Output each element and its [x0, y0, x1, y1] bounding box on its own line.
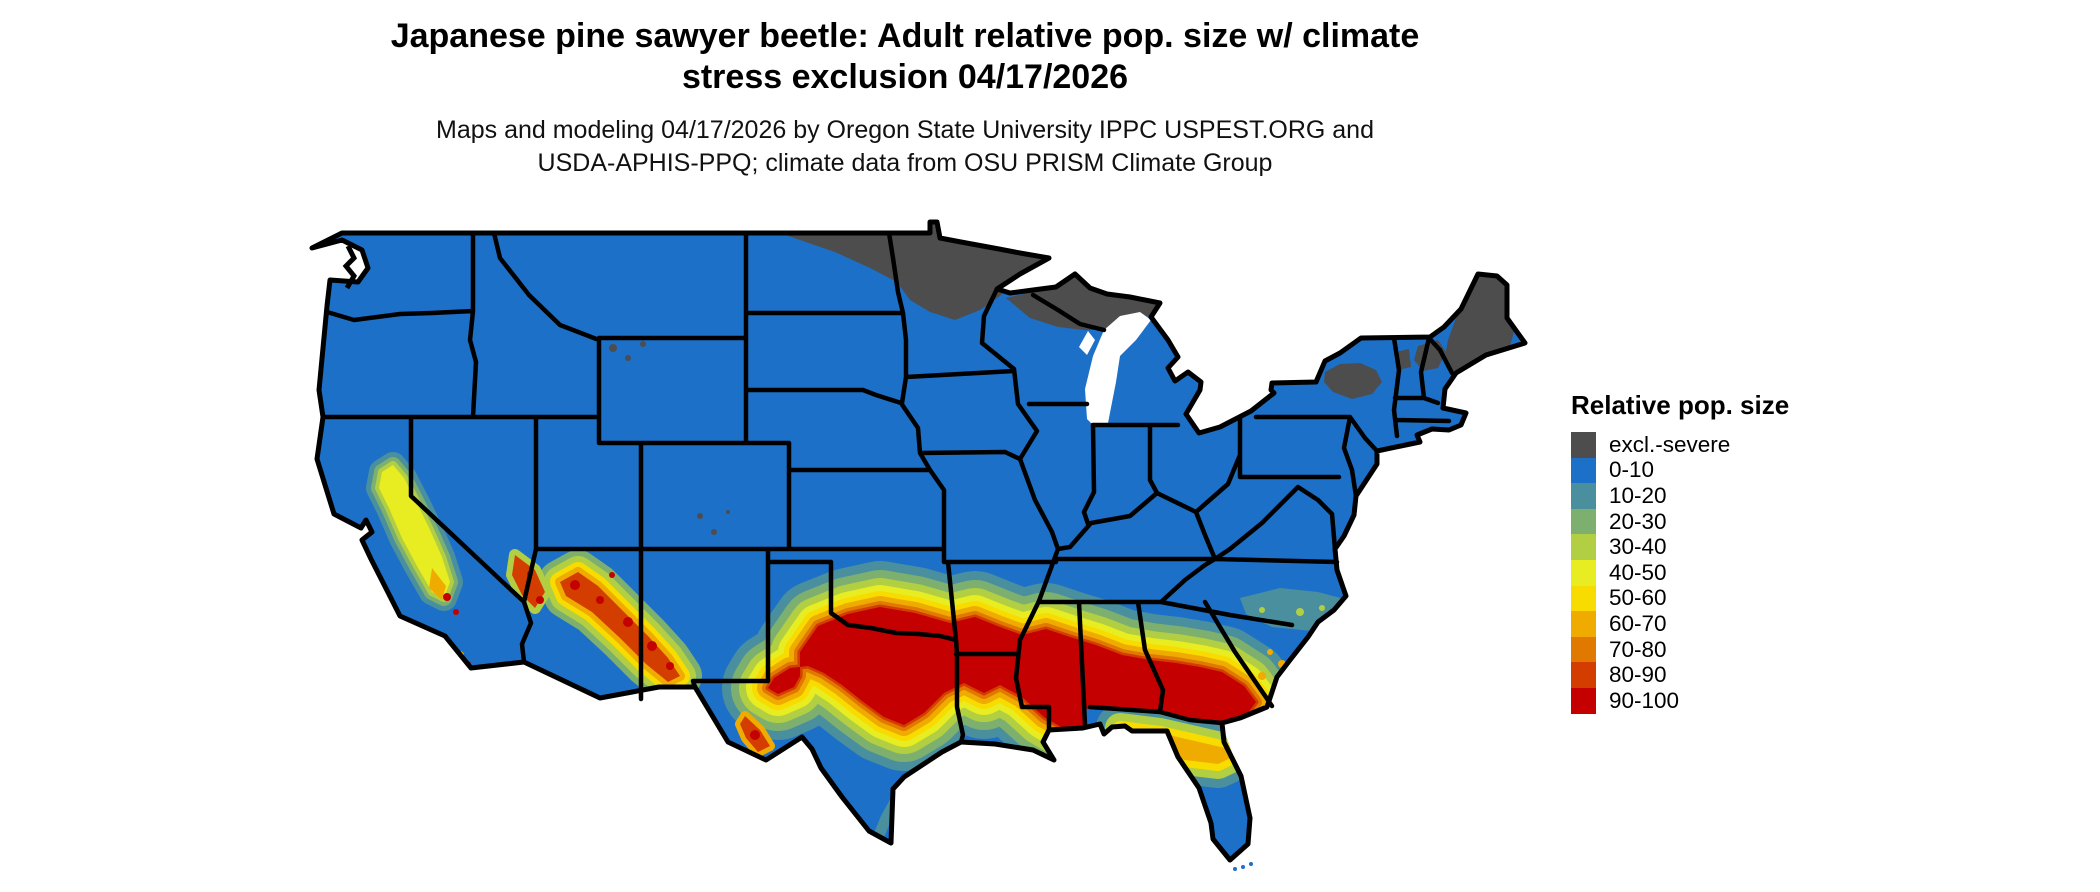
legend-swatch — [1571, 636, 1596, 663]
raster-region-0-10 — [1241, 865, 1245, 869]
legend-item: 10-20 — [1571, 483, 1789, 509]
legend-label: 30-40 — [1609, 534, 1667, 560]
legend-items: excl.-severe 0-10 10-20 20-30 30-40 40-50 50-6… — [1571, 432, 1789, 714]
raster-region-30-40 — [1296, 608, 1304, 616]
legend-item: 50-60 — [1571, 585, 1789, 612]
legend-swatch — [1571, 585, 1596, 612]
raster-region-excl.-severe — [609, 344, 617, 352]
raster-region-60-70 — [1258, 672, 1266, 680]
raster-region-excl.-severe — [726, 510, 730, 514]
page-title: Japanese pine sawyer beetle: Adult relat… — [255, 16, 1555, 98]
legend-label: 40-50 — [1609, 559, 1667, 585]
legend-label: 70-80 — [1609, 636, 1667, 662]
raster-region-90-100 — [666, 662, 674, 670]
raster-region-90-100 — [609, 572, 615, 578]
legend-label: 20-30 — [1609, 508, 1667, 534]
raster-region-0-10 — [1249, 862, 1253, 866]
legend-swatch — [1571, 432, 1596, 458]
title-block: Japanese pine sawyer beetle: Adult relat… — [255, 16, 1555, 180]
subtitle-line-2: USDA-APHIS-PPQ; climate data from OSU PR… — [537, 149, 1273, 177]
raster-region-80-90 — [560, 572, 680, 682]
raster-region-excl.-severe — [640, 341, 646, 347]
raster-region-90-100 — [596, 596, 604, 604]
raster-region-excl.-severe — [1324, 363, 1382, 399]
green-bay — [1079, 331, 1095, 355]
subtitle-line-1: Maps and modeling 04/17/2026 by Oregon S… — [436, 116, 1374, 144]
raster-region-0-10 — [312, 222, 1525, 860]
lake-michigan — [1085, 312, 1151, 423]
legend-label: 0-10 — [1609, 457, 1655, 483]
legend-item: 30-40 — [1571, 534, 1789, 560]
legend-swatch — [1571, 457, 1596, 484]
raster-region-excl.-severe — [711, 529, 717, 535]
legend-item: 0-10 — [1571, 457, 1789, 484]
legend-item: 20-30 — [1571, 509, 1789, 535]
legend-swatch — [1571, 534, 1596, 560]
legend-label: 10-20 — [1609, 482, 1667, 508]
raster-region-excl.-severe — [697, 513, 703, 519]
raster-overlays — [312, 222, 1525, 860]
legend-item: 60-70 — [1571, 611, 1789, 637]
raster-region-30-40 — [1319, 605, 1325, 611]
state-borders — [320, 230, 1455, 745]
legend-swatch — [1571, 559, 1596, 586]
raster-region-excl.-severe — [625, 355, 631, 361]
raster-region-90-100 — [750, 730, 760, 740]
raster-region-60-70 — [429, 568, 446, 600]
legend-item: 40-50 — [1571, 560, 1789, 586]
page-subtitle: Maps and modeling 04/17/2026 by Oregon S… — [255, 114, 1555, 180]
legend-swatch — [1571, 662, 1596, 688]
raster-region-0-10 — [1233, 867, 1237, 871]
raster-region-90-100 — [536, 596, 544, 604]
legend-label: excl.-severe — [1609, 431, 1731, 457]
raster-region-90-100 — [443, 593, 451, 601]
title-line-2: stress exclusion 04/17/2026 — [681, 58, 1129, 96]
raster-region-90-100 — [623, 617, 633, 627]
legend-item: excl.-severe — [1571, 432, 1789, 458]
us-outline — [309, 219, 1528, 863]
legend-title: Relative pop. size — [1571, 390, 1790, 420]
legend-item: 80-90 — [1571, 662, 1789, 688]
legend-label: 90-100 — [1609, 687, 1680, 713]
raster-region-90-100 — [647, 641, 657, 651]
raster-region-90-100 — [768, 607, 1256, 738]
raster-region-90-100 — [453, 609, 459, 615]
legend: Relative pop. size excl.-severe 0-10 10-20… — [1571, 390, 1789, 714]
raster-region-excl.-severe — [1444, 276, 1514, 372]
legend-swatch — [1571, 611, 1596, 637]
raster-region-40-50 — [379, 465, 450, 598]
legend-item: 70-80 — [1571, 637, 1789, 663]
title-line-1: Japanese pine sawyer beetle: Adult relat… — [390, 17, 1420, 55]
legend-label: 80-90 — [1609, 662, 1667, 688]
legend-item: 90-100 — [1571, 688, 1789, 714]
raster-region-30-40 — [1259, 607, 1265, 613]
legend-label: 50-60 — [1609, 585, 1667, 611]
raster-region-60-70 — [1267, 649, 1273, 655]
raster-region-90-100 — [570, 580, 580, 590]
legend-label: 60-70 — [1609, 610, 1667, 636]
legend-swatch — [1571, 483, 1596, 509]
legend-swatch — [1571, 508, 1596, 535]
florida-keys-dots — [1233, 862, 1253, 871]
legend-swatch — [1571, 687, 1596, 714]
